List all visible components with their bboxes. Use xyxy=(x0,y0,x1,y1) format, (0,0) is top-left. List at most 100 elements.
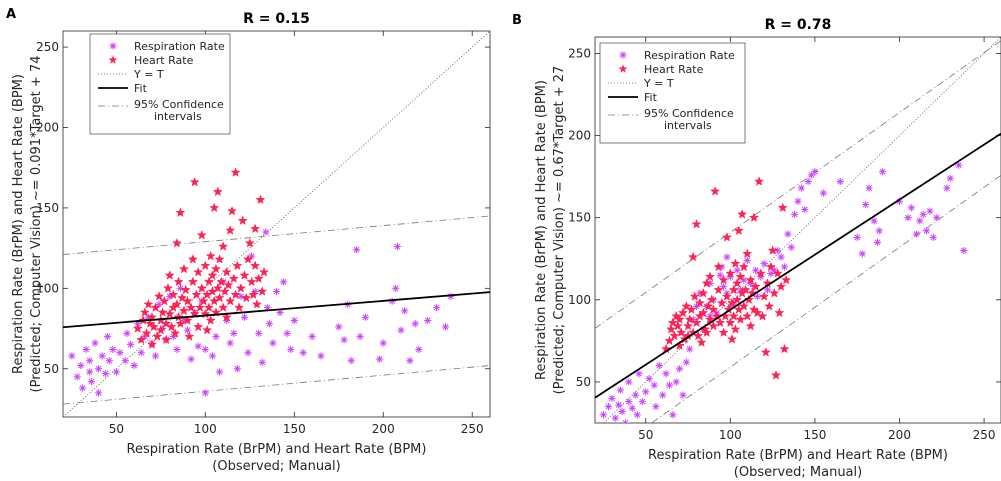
data-point-heart xyxy=(150,302,161,312)
data-point-respiration xyxy=(616,386,624,394)
data-point-heart xyxy=(173,276,184,287)
data-point-heart xyxy=(178,263,190,274)
asterisk-stroke xyxy=(357,333,364,340)
data-point-heart xyxy=(777,202,788,213)
asterisk-stroke xyxy=(871,218,878,224)
data-point-respiration xyxy=(68,352,76,360)
data-point-respiration xyxy=(233,365,241,373)
data-point-heart xyxy=(730,258,741,268)
data-point-heart xyxy=(725,317,736,328)
asterisk-stroke xyxy=(624,420,629,423)
ci-lower-line xyxy=(650,174,1001,423)
data-point-respiration xyxy=(406,357,414,365)
data-point-respiration xyxy=(183,326,192,334)
data-point-respiration xyxy=(379,339,387,347)
data-point-respiration xyxy=(904,214,912,222)
asterisk-stroke xyxy=(109,346,116,353)
data-point-respiration xyxy=(121,357,129,365)
data-point-heart xyxy=(745,320,756,331)
data-point-respiration xyxy=(433,304,441,312)
asterisk-stroke xyxy=(127,341,134,348)
data-point-heart xyxy=(250,223,261,234)
data-point-heart xyxy=(750,281,761,291)
panel-a: A R = 0.15 50 100 150 200 250 50 100 150 200 250 Res… xyxy=(6,7,491,474)
asterisk-stroke xyxy=(424,317,431,324)
ci-lower-line xyxy=(63,365,490,405)
data-point-heart xyxy=(694,297,705,308)
data-point-heart xyxy=(764,301,775,311)
data-point-respiration xyxy=(797,184,805,192)
data-point-respiration xyxy=(791,210,799,218)
data-point-heart xyxy=(193,321,204,332)
asterisk-stroke xyxy=(656,362,663,369)
data-point-heart xyxy=(753,176,765,186)
data-point-respiration xyxy=(317,352,325,360)
data-point-respiration xyxy=(441,323,450,331)
data-point-heart xyxy=(772,268,783,278)
y-tick-label: 50 xyxy=(576,375,591,389)
asterisk-stroke xyxy=(255,330,262,337)
asterisk-stroke xyxy=(442,323,449,330)
asterisk-stroke xyxy=(318,352,324,359)
data-point-heart xyxy=(705,271,716,282)
asterisk-stroke xyxy=(79,385,86,391)
asterisk-stroke xyxy=(291,317,298,324)
data-point-respiration xyxy=(777,253,785,261)
data-point-heart xyxy=(725,268,736,278)
data-point-respiration xyxy=(608,394,616,402)
data-point-heart xyxy=(757,310,768,321)
data-point-heart xyxy=(196,230,207,240)
data-point-respiration xyxy=(265,320,273,328)
data-point-respiration xyxy=(335,323,343,331)
data-point-heart xyxy=(728,310,739,321)
asterisk-stroke xyxy=(184,327,191,334)
asterisk-stroke xyxy=(771,267,778,274)
data-point-respiration xyxy=(262,228,270,236)
data-point-respiration xyxy=(669,411,677,419)
y-axis-label-2: (Predicted; Computer Vision) ~= 0.091*Ta… xyxy=(29,56,44,393)
asterisk-stroke xyxy=(795,198,801,205)
data-point-respiration xyxy=(127,341,135,349)
data-point-heart xyxy=(161,318,172,328)
data-point-heart xyxy=(225,295,236,306)
data-point-respiration xyxy=(946,174,954,182)
data-point-respiration xyxy=(865,184,873,192)
data-point-heart xyxy=(207,270,218,280)
data-point-respiration xyxy=(907,204,915,212)
data-point-heart xyxy=(228,273,239,283)
data-point-heart xyxy=(212,282,223,293)
legend-label: Y = T xyxy=(643,77,674,90)
asterisk-stroke xyxy=(669,411,676,418)
asterisk-stroke xyxy=(335,323,342,330)
data-point-respiration xyxy=(733,266,741,274)
x-tick-label: 100 xyxy=(719,428,742,442)
data-point-respiration xyxy=(269,339,277,347)
data-point-respiration xyxy=(361,313,370,321)
asterisk-stroke xyxy=(277,309,284,316)
data-point-heart xyxy=(765,261,776,272)
asterisk-stroke xyxy=(625,378,632,385)
asterisk-stroke xyxy=(642,388,649,395)
data-point-heart xyxy=(234,302,245,312)
panel-letter: B xyxy=(512,13,522,28)
asterisk-stroke xyxy=(412,320,419,327)
data-point-respiration xyxy=(682,358,690,366)
data-point-respiration xyxy=(933,214,941,222)
data-point-heart xyxy=(770,370,782,380)
asterisk-stroke xyxy=(104,333,111,340)
data-point-respiration xyxy=(290,316,298,325)
data-point-heart xyxy=(706,294,717,305)
data-point-heart xyxy=(779,343,790,354)
y-tick-label: 250 xyxy=(36,40,59,54)
data-point-respiration xyxy=(356,332,364,341)
asterisk-stroke xyxy=(95,365,102,372)
data-point-heart xyxy=(743,294,754,305)
asterisk-stroke xyxy=(791,211,798,218)
asterisk-stroke xyxy=(124,330,130,337)
data-point-heart xyxy=(164,270,175,280)
asterisk-stroke xyxy=(227,340,234,346)
data-point-heart xyxy=(154,291,165,301)
data-point-heart xyxy=(676,327,687,337)
data-point-heart xyxy=(148,321,159,332)
